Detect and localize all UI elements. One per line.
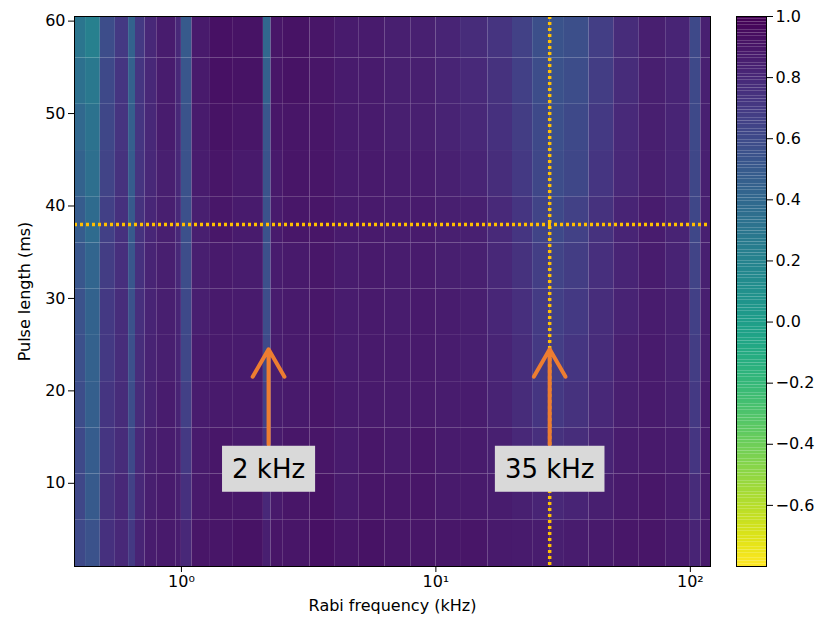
svg-text:10⁰: 10⁰ [168, 572, 195, 591]
svg-text:60: 60 [45, 11, 65, 30]
svg-text:35 kHz: 35 kHz [505, 454, 595, 484]
svg-text:10²: 10² [677, 572, 704, 591]
svg-text:40: 40 [45, 196, 65, 215]
svg-text:−0.2: −0.2 [776, 373, 815, 392]
svg-text:0.4: 0.4 [776, 190, 801, 209]
svg-text:−0.6: −0.6 [776, 496, 815, 515]
svg-text:0.0: 0.0 [776, 312, 801, 331]
svg-text:Pulse length (ms): Pulse length (ms) [15, 222, 34, 362]
svg-text:20: 20 [45, 381, 65, 400]
svg-text:10¹: 10¹ [422, 572, 449, 591]
svg-text:0.8: 0.8 [776, 68, 801, 87]
svg-text:0.6: 0.6 [776, 129, 801, 148]
svg-text:1.0: 1.0 [776, 7, 801, 26]
svg-text:2 kHz: 2 kHz [232, 454, 305, 484]
svg-text:30: 30 [45, 289, 65, 308]
svg-text:Rabi frequency (kHz): Rabi frequency (kHz) [309, 596, 477, 615]
svg-text:50: 50 [45, 104, 65, 123]
svg-text:10: 10 [45, 473, 65, 492]
svg-text:0.2: 0.2 [776, 251, 801, 270]
svg-text:−0.4: −0.4 [776, 434, 815, 453]
